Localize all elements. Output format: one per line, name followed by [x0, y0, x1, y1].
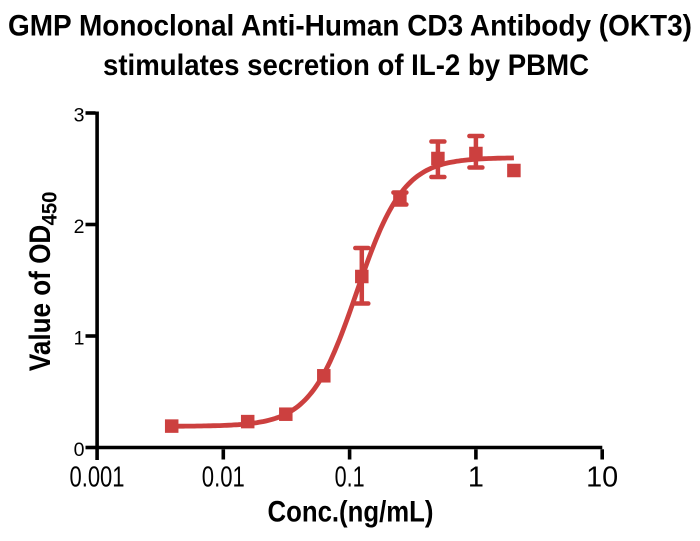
svg-text:1: 1: [468, 462, 484, 494]
svg-text:3: 3: [74, 105, 85, 127]
svg-text:0.01: 0.01: [202, 462, 245, 494]
svg-text:Conc.(ng/mL): Conc.(ng/mL): [268, 496, 434, 529]
svg-text:10: 10: [586, 462, 618, 494]
svg-text:GMP Monoclonal Anti-Human CD3: GMP Monoclonal Anti-Human CD3 Antibody (…: [8, 10, 692, 43]
svg-text:Value of OD: Value of OD: [24, 225, 57, 371]
svg-text:0: 0: [74, 439, 85, 461]
svg-text:0.001: 0.001: [70, 462, 125, 494]
svg-text:stimulates secretion of IL-2 b: stimulates secretion of IL-2 by PBMC: [103, 49, 589, 82]
svg-text:450: 450: [37, 192, 62, 226]
svg-text:2: 2: [74, 216, 85, 238]
svg-text:0.1: 0.1: [335, 462, 365, 494]
svg-text:1: 1: [74, 328, 85, 350]
